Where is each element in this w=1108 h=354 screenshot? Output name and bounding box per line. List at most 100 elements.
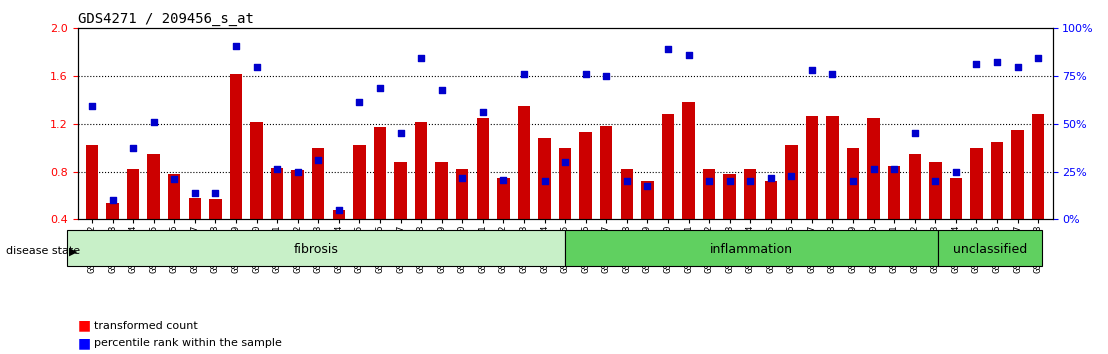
Bar (806, 115, 818, 219)
Bar (414, 121, 428, 219)
Point (145, 119, 163, 124)
Point (289, 169, 307, 175)
Point (638, 183, 656, 189)
Bar (517, 106, 530, 219)
Bar (209, 199, 222, 219)
Point (844, 178, 862, 184)
Bar (291, 171, 304, 219)
FancyBboxPatch shape (938, 230, 1043, 266)
Bar (620, 169, 633, 219)
Point (926, 178, 944, 184)
Point (885, 166, 903, 172)
Text: inflammation: inflammation (710, 243, 793, 256)
Bar (373, 127, 386, 219)
Point (618, 178, 636, 184)
Point (494, 177, 512, 183)
Point (350, 99, 368, 105)
Point (659, 46, 677, 51)
Text: ■: ■ (78, 319, 91, 333)
Point (967, 61, 985, 67)
Point (515, 71, 533, 76)
Bar (456, 169, 469, 219)
Bar (538, 138, 551, 219)
Bar (1012, 130, 1024, 219)
Bar (168, 174, 181, 219)
Point (679, 52, 697, 57)
Point (577, 71, 595, 76)
Point (803, 67, 821, 73)
Point (268, 166, 286, 172)
Bar (683, 102, 695, 219)
Text: percentile rank within the sample: percentile rank within the sample (94, 338, 283, 348)
Bar (85, 145, 99, 219)
Bar (745, 169, 757, 219)
Point (453, 175, 471, 181)
Bar (250, 121, 263, 219)
Point (309, 157, 327, 162)
Bar (930, 162, 942, 219)
Bar (497, 178, 510, 219)
Point (700, 178, 718, 184)
Bar (394, 162, 407, 219)
Text: ▶: ▶ (69, 246, 78, 256)
Bar (765, 181, 777, 219)
Bar (579, 132, 592, 219)
Bar (476, 118, 489, 219)
Point (1008, 64, 1026, 69)
Text: unclassified: unclassified (953, 243, 1027, 256)
Bar (971, 148, 983, 219)
Bar (106, 203, 119, 219)
Bar (558, 148, 572, 219)
Bar (312, 148, 325, 219)
Bar (661, 114, 674, 219)
Point (535, 178, 553, 184)
Bar (353, 145, 366, 219)
Point (597, 73, 615, 79)
Bar (188, 198, 201, 219)
Bar (868, 118, 880, 219)
Point (556, 159, 574, 165)
Point (104, 198, 122, 203)
Bar (1032, 114, 1045, 219)
Point (474, 109, 492, 115)
Bar (435, 162, 448, 219)
Point (864, 166, 882, 172)
Point (83, 103, 101, 109)
Bar (847, 148, 859, 219)
Bar (332, 210, 345, 219)
Point (741, 178, 759, 184)
Bar (724, 174, 736, 219)
Bar (229, 74, 243, 219)
Text: ■: ■ (78, 336, 91, 350)
Text: GDS4271 / 209456_s_at: GDS4271 / 209456_s_at (78, 12, 254, 26)
Point (330, 207, 348, 213)
Bar (271, 168, 284, 219)
FancyBboxPatch shape (565, 230, 938, 266)
Point (823, 71, 841, 76)
Point (988, 59, 1006, 65)
Bar (786, 145, 798, 219)
Point (248, 64, 266, 69)
Point (721, 178, 739, 184)
Point (906, 131, 924, 136)
Point (371, 85, 389, 91)
FancyBboxPatch shape (68, 230, 565, 266)
Bar (909, 154, 921, 219)
Point (947, 169, 965, 175)
Bar (991, 142, 1003, 219)
Point (227, 44, 245, 49)
Point (206, 190, 224, 196)
Text: disease state: disease state (6, 246, 80, 256)
Point (782, 173, 800, 179)
Point (412, 55, 430, 61)
Bar (950, 178, 962, 219)
Point (165, 176, 183, 182)
Bar (827, 115, 839, 219)
Bar (147, 154, 160, 219)
Point (391, 131, 409, 136)
Bar (127, 169, 140, 219)
Bar (642, 181, 654, 219)
Point (186, 190, 204, 196)
Point (762, 175, 780, 181)
Point (1029, 55, 1047, 61)
